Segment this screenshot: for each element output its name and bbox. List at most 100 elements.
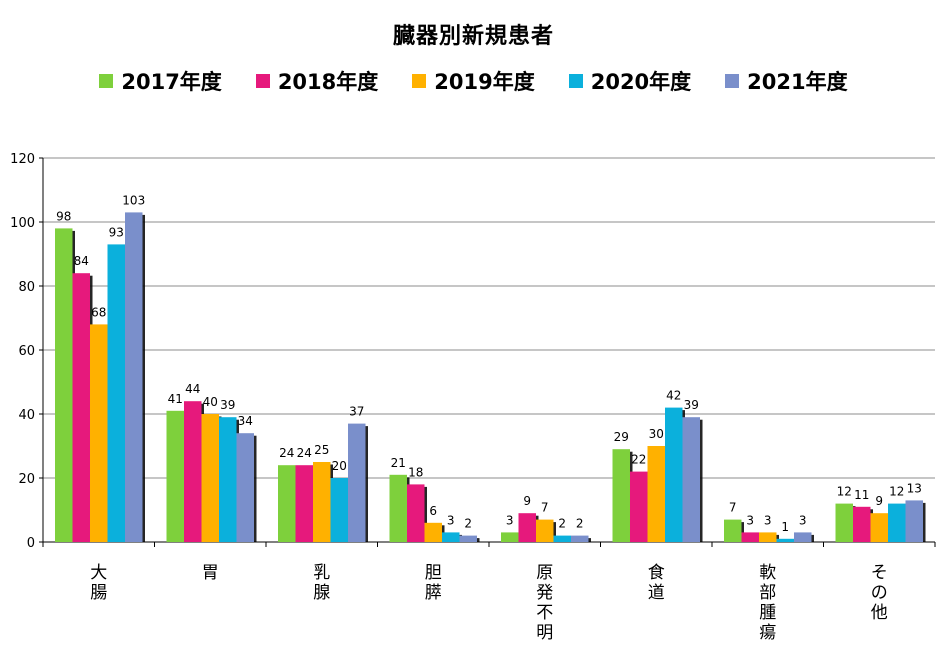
y-tick-label: 40 xyxy=(18,408,35,423)
bar xyxy=(905,500,923,542)
bar xyxy=(518,513,536,542)
category-label: 腺 xyxy=(313,583,330,603)
bar xyxy=(295,465,313,542)
bar xyxy=(682,417,700,542)
category-label: 軟 xyxy=(759,563,776,583)
data-label: 37 xyxy=(349,405,364,419)
data-label: 93 xyxy=(109,225,124,239)
category-label: 腸 xyxy=(90,583,107,603)
legend-item: 2021年度 xyxy=(725,66,848,96)
y-tick-label: 0 xyxy=(27,536,35,551)
category-label: 明 xyxy=(536,623,553,643)
category-label: 腫 xyxy=(759,603,776,623)
bar xyxy=(776,538,794,542)
y-tick-label: 120 xyxy=(10,152,35,167)
category-label: 胆 xyxy=(425,563,442,583)
data-label: 22 xyxy=(631,453,646,467)
data-label: 2 xyxy=(464,517,472,531)
data-label: 34 xyxy=(238,414,253,428)
legend-label: 2017年度 xyxy=(121,70,222,94)
category-label: 胃 xyxy=(202,563,219,583)
bar xyxy=(553,535,571,542)
bar xyxy=(125,212,143,542)
data-label: 44 xyxy=(185,382,200,396)
bar xyxy=(647,446,665,542)
data-label: 6 xyxy=(429,504,437,518)
bar xyxy=(201,414,219,542)
category-label: そ xyxy=(871,563,888,583)
data-label: 3 xyxy=(746,513,754,527)
data-label: 3 xyxy=(799,513,807,527)
bar xyxy=(459,535,477,542)
data-label: 9 xyxy=(523,494,531,508)
legend-swatch xyxy=(99,74,114,88)
legend-item: 2019年度 xyxy=(412,66,535,96)
data-label: 12 xyxy=(889,485,904,499)
bar xyxy=(107,244,125,542)
legend-swatch xyxy=(725,74,740,88)
category-label: 膵 xyxy=(425,583,442,603)
bar xyxy=(389,474,407,542)
bar xyxy=(888,503,906,542)
bar xyxy=(870,513,888,542)
category-label: 発 xyxy=(536,583,553,603)
legend-swatch xyxy=(568,74,583,88)
bar xyxy=(835,503,853,542)
legend-item: 2018年度 xyxy=(255,66,378,96)
bar xyxy=(536,519,554,542)
data-label: 30 xyxy=(649,427,664,441)
category-label: 瘍 xyxy=(759,623,776,643)
bar xyxy=(184,401,202,542)
data-label: 20 xyxy=(332,459,347,473)
category-label: 部 xyxy=(759,583,776,603)
bar xyxy=(759,532,777,542)
data-label: 25 xyxy=(314,443,329,457)
data-label: 2 xyxy=(576,517,584,531)
bar xyxy=(853,506,871,542)
category-label: の xyxy=(871,583,888,603)
data-label: 39 xyxy=(220,398,235,412)
legend-item: 2017年度 xyxy=(99,66,222,96)
data-label: 41 xyxy=(168,392,183,406)
bar xyxy=(55,228,73,542)
data-label: 1 xyxy=(781,520,789,534)
data-label: 2 xyxy=(558,517,566,531)
category-label: 原 xyxy=(536,563,553,583)
bar xyxy=(219,417,237,542)
bar xyxy=(794,532,812,542)
bar xyxy=(72,273,90,542)
data-label: 7 xyxy=(541,501,549,515)
legend-item: 2020年度 xyxy=(568,66,691,96)
bar xyxy=(407,484,425,542)
category-label: 他 xyxy=(871,603,888,623)
data-label: 12 xyxy=(837,485,852,499)
data-label: 9 xyxy=(875,494,883,508)
data-label: 29 xyxy=(614,430,629,444)
bar xyxy=(166,410,184,542)
category-label: 大 xyxy=(90,563,107,583)
bar xyxy=(442,532,460,542)
y-tick-label: 80 xyxy=(18,280,35,295)
legend-swatch xyxy=(412,74,427,88)
data-label: 84 xyxy=(74,254,89,268)
data-label: 11 xyxy=(854,488,869,502)
category-label: 食 xyxy=(648,563,665,583)
y-tick-label: 60 xyxy=(18,344,35,359)
data-label: 7 xyxy=(729,501,737,515)
data-label: 3 xyxy=(506,513,514,527)
bar xyxy=(630,471,648,542)
chart-title: 臓器別新規患者 xyxy=(392,24,554,49)
bar xyxy=(236,433,254,542)
bar xyxy=(330,478,348,542)
bar xyxy=(501,532,519,542)
category-label: 不 xyxy=(536,603,553,623)
legend-swatch xyxy=(255,74,270,88)
data-label: 3 xyxy=(447,513,455,527)
bar xyxy=(612,449,630,542)
bar xyxy=(278,465,296,542)
data-label: 21 xyxy=(391,456,406,470)
bar xyxy=(90,324,108,542)
data-label: 40 xyxy=(203,395,218,409)
y-tick-label: 100 xyxy=(10,216,35,231)
bar xyxy=(424,522,442,542)
